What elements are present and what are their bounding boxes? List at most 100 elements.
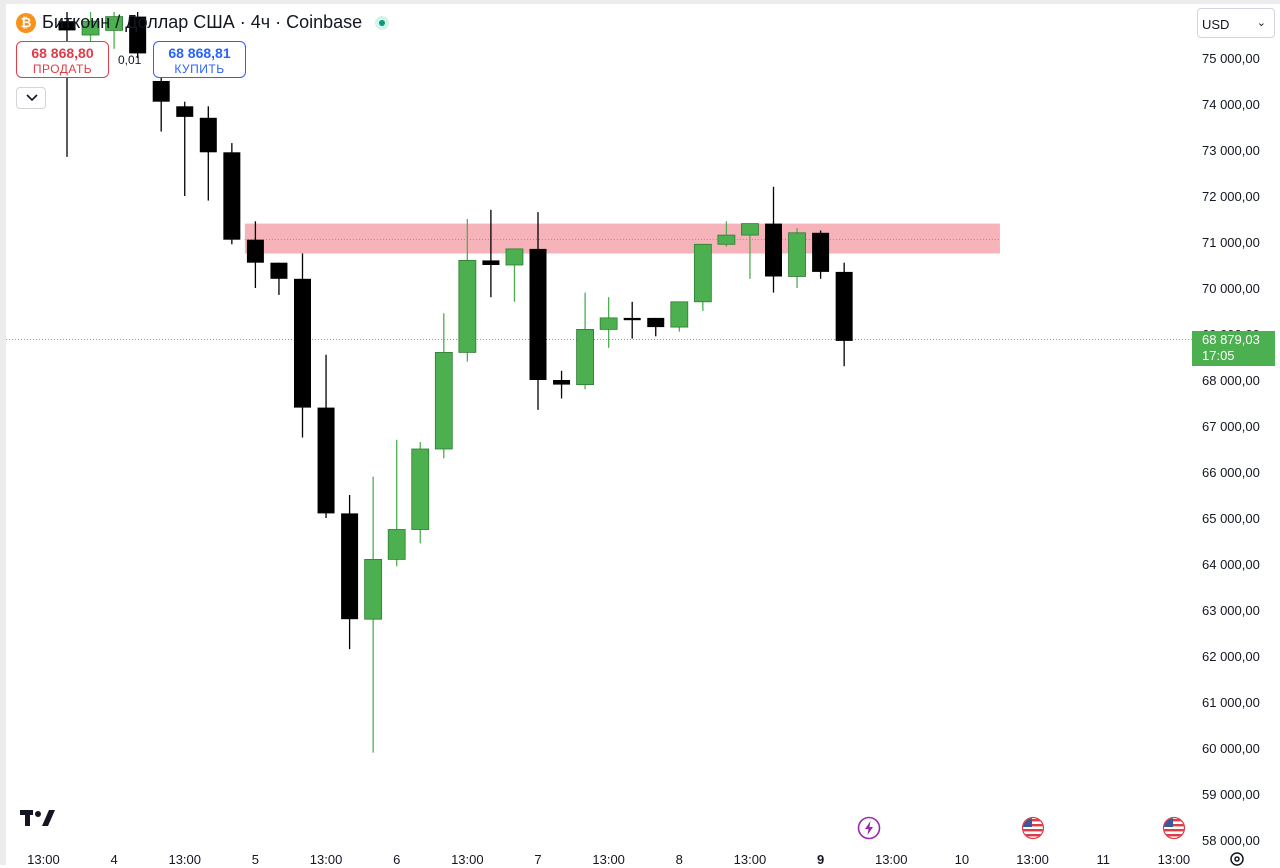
candle[interactable] [717, 221, 736, 247]
lightning-event-icon[interactable] [857, 816, 881, 840]
candle[interactable] [812, 230, 830, 279]
candle-body [246, 239, 264, 263]
x-axis-tick-label: 9 [817, 852, 824, 865]
spread-value: 0,01 [118, 53, 142, 67]
buy-button[interactable]: 68 868,81 КУПИТЬ [153, 41, 246, 78]
us-flag-event-icon[interactable] [1021, 816, 1045, 840]
y-axis-tick-label: 68 000,00 [1202, 373, 1260, 388]
y-axis-tick-label: 58 000,00 [1202, 833, 1260, 848]
x-axis-tick-label: 11 [1096, 852, 1110, 865]
candle[interactable] [835, 262, 853, 367]
candle-body [553, 380, 571, 385]
y-axis-tick-label: 63 000,00 [1202, 603, 1260, 618]
candle[interactable] [199, 106, 217, 201]
candle[interactable] [364, 476, 383, 753]
x-axis-tick-label: 7 [534, 852, 541, 865]
gear-icon[interactable] [1228, 850, 1246, 868]
candle[interactable] [105, 12, 123, 49]
symbol-title[interactable]: Биткоин / Доллар США · 4ч · Coinbase [42, 12, 363, 32]
candle-body [387, 529, 406, 560]
candle[interactable] [270, 262, 288, 295]
x-axis-tick-label: 13:00 [451, 852, 484, 865]
x-axis-tick-label: 8 [676, 852, 683, 865]
market-open-dot-icon [375, 16, 389, 30]
y-axis-tick-label: 66 000,00 [1202, 465, 1260, 480]
bitcoin-icon: ₿ [16, 13, 36, 33]
candle[interactable] [670, 301, 689, 332]
x-axis-tick-label: 6 [393, 852, 400, 865]
x-axis-tick-label: 10 [955, 852, 969, 865]
candle-body [458, 259, 477, 353]
last-price-value: 68 879,03 [1202, 332, 1260, 347]
candle[interactable] [223, 143, 241, 245]
candle-body [364, 559, 383, 620]
y-axis-tick-label: 70 000,00 [1202, 281, 1260, 296]
x-axis-tick-label: 13:00 [1016, 852, 1049, 865]
candle[interactable] [576, 292, 594, 390]
candle[interactable] [176, 101, 194, 196]
y-axis-tick-label: 59 000,00 [1202, 787, 1260, 802]
buy-label: КУПИТЬ [174, 62, 225, 76]
candle[interactable] [387, 439, 406, 567]
candle-body [670, 301, 689, 328]
tradingview-logo-icon[interactable] [20, 808, 56, 828]
candle-body [812, 232, 830, 272]
sell-label: ПРОДАТЬ [32, 62, 93, 76]
candle[interactable] [482, 209, 500, 298]
candle[interactable] [458, 219, 477, 362]
collapse-button[interactable] [16, 87, 46, 109]
candle-body [152, 81, 170, 102]
x-axis-tick-label: 13:00 [310, 852, 343, 865]
candle[interactable] [58, 12, 76, 157]
candle-body [176, 106, 194, 117]
currency-value: USD [1202, 17, 1230, 32]
candle[interactable] [647, 317, 665, 337]
candle[interactable] [317, 354, 335, 518]
chevron-down-icon: ⌄ [1256, 17, 1266, 29]
us-flag-event-icon[interactable] [1162, 816, 1186, 840]
y-axis-tick-label: 72 000,00 [1202, 189, 1260, 204]
candle-body [576, 328, 594, 385]
candle-body [58, 21, 76, 31]
y-axis-tick-label: 71 000,00 [1202, 235, 1260, 250]
candle-body [294, 278, 311, 408]
chevron-down-icon [26, 94, 38, 102]
x-axis-tick-label: 13:00 [1158, 852, 1191, 865]
candle[interactable] [553, 370, 571, 399]
currency-selector[interactable]: USD ⌄ [1197, 8, 1275, 38]
candle[interactable] [411, 442, 430, 544]
candle[interactable] [505, 248, 524, 302]
candle[interactable] [741, 223, 759, 279]
candle[interactable] [294, 253, 311, 438]
candle[interactable] [129, 12, 147, 58]
y-axis-tick-label: 61 000,00 [1202, 695, 1260, 710]
x-axis-tick-label: 13:00 [734, 852, 767, 865]
candle-body [693, 243, 712, 303]
candle[interactable] [529, 212, 547, 410]
x-axis-tick-label: 13:00 [875, 852, 908, 865]
candle[interactable] [693, 243, 712, 311]
candle[interactable] [765, 186, 782, 293]
candle-body [623, 317, 641, 321]
x-axis-tick-label: 13:00 [168, 852, 201, 865]
candle-body [341, 513, 359, 620]
y-axis-tick-label: 62 000,00 [1202, 649, 1260, 664]
candle[interactable] [788, 228, 806, 288]
x-axis-tick-label: 13:00 [27, 852, 60, 865]
candle[interactable] [341, 495, 359, 650]
last-price-tag: 68 879,03 17:05 [1192, 331, 1275, 366]
candle[interactable] [623, 301, 641, 339]
candle-body [129, 16, 147, 54]
sell-button[interactable]: 68 868,80 ПРОДАТЬ [16, 41, 109, 78]
candle-body [199, 117, 217, 153]
candle-body [105, 16, 123, 31]
candle-body [505, 248, 524, 266]
candle[interactable] [81, 12, 100, 58]
y-axis-tick-label: 75 000,00 [1202, 51, 1260, 66]
candle[interactable] [246, 221, 264, 288]
resistance-zone[interactable] [244, 223, 1000, 254]
candle[interactable] [434, 313, 453, 459]
candle[interactable] [599, 297, 618, 348]
